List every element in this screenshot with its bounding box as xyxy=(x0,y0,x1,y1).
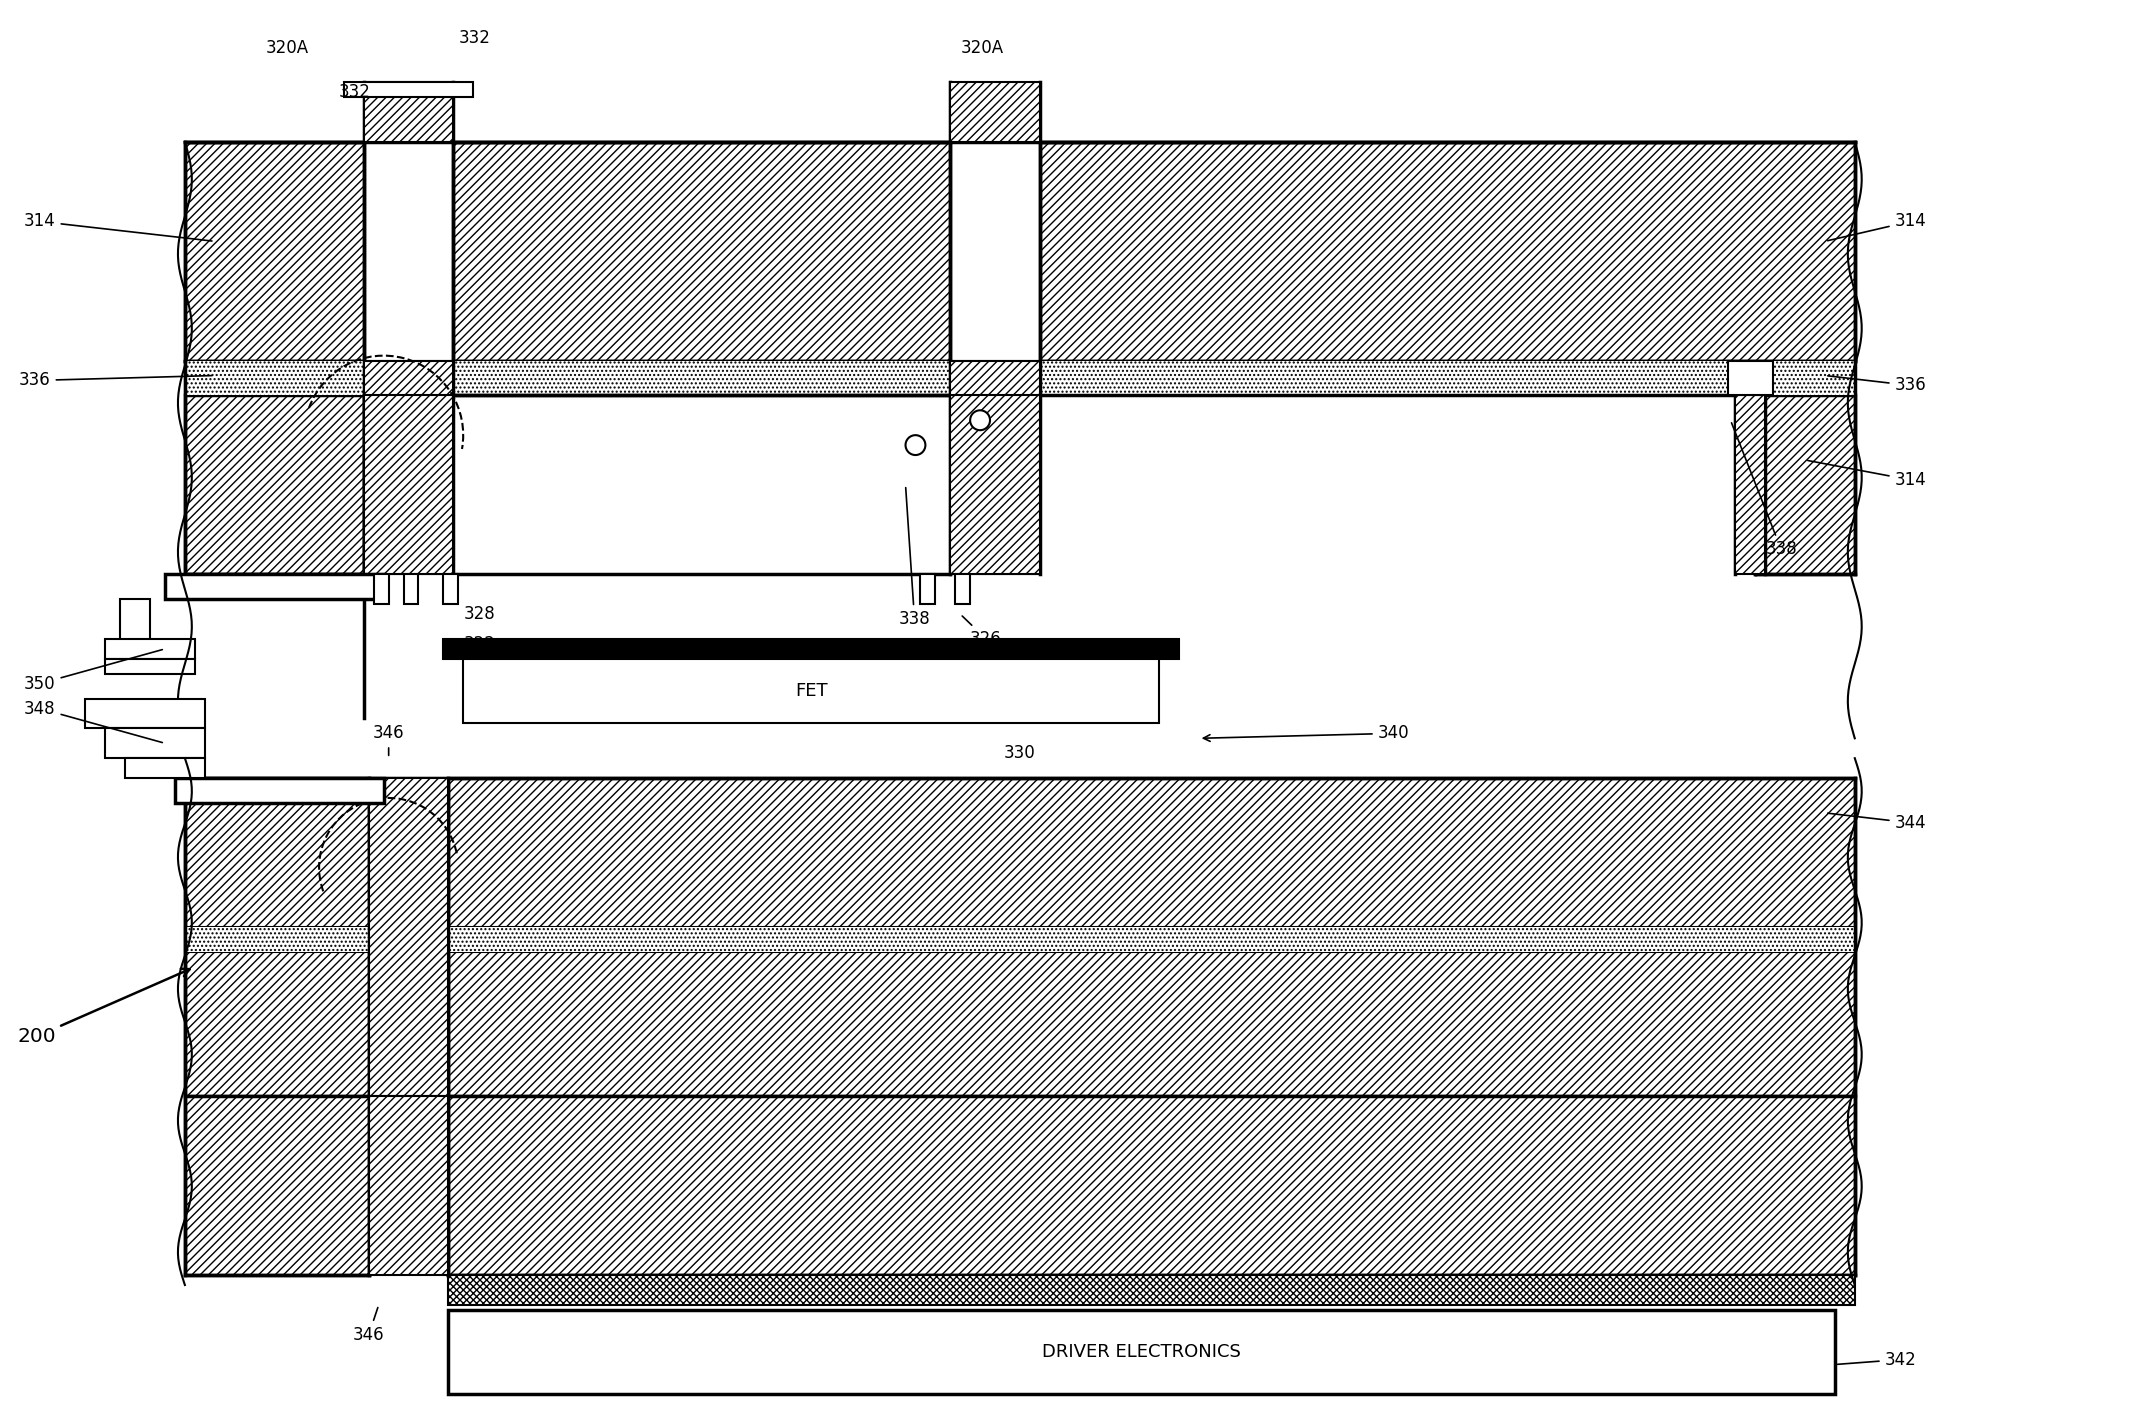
Bar xyxy=(1728,360,1773,395)
Bar xyxy=(453,360,950,395)
Bar xyxy=(105,659,196,673)
Bar xyxy=(185,360,1855,395)
Bar xyxy=(374,574,389,604)
Text: 346: 346 xyxy=(352,1308,385,1343)
Bar xyxy=(1040,360,1855,395)
Bar xyxy=(86,699,204,728)
Bar xyxy=(185,1097,370,1275)
Bar xyxy=(344,82,473,98)
Bar xyxy=(363,360,453,574)
Text: 338: 338 xyxy=(1732,422,1797,558)
Bar xyxy=(1040,395,1756,574)
Bar xyxy=(125,758,204,778)
Bar xyxy=(449,1097,1855,1275)
Text: 348: 348 xyxy=(24,700,163,743)
Bar xyxy=(1040,360,1855,395)
Bar xyxy=(464,659,1158,724)
Bar xyxy=(120,599,150,659)
Text: 350: 350 xyxy=(24,649,163,693)
Bar xyxy=(363,82,453,142)
Bar xyxy=(185,395,363,574)
Text: 314: 314 xyxy=(1827,213,1926,241)
Bar xyxy=(449,927,1855,952)
Bar xyxy=(370,778,449,1097)
Bar xyxy=(1040,142,1855,360)
Bar xyxy=(185,927,370,952)
Bar xyxy=(954,574,969,604)
Text: 340: 340 xyxy=(1203,724,1410,743)
Bar xyxy=(185,360,363,395)
Text: DRIVER ELECTRONICS: DRIVER ELECTRONICS xyxy=(1042,1343,1240,1362)
Text: 314: 314 xyxy=(24,213,213,241)
Bar xyxy=(449,927,1855,952)
Bar xyxy=(950,82,1040,142)
Bar xyxy=(363,395,1756,718)
Bar xyxy=(449,778,1855,1097)
Bar xyxy=(174,778,385,803)
Bar xyxy=(370,1097,449,1275)
Text: 200: 200 xyxy=(17,969,189,1046)
Bar xyxy=(185,927,370,952)
Bar xyxy=(1736,395,1764,574)
Bar xyxy=(449,1309,1835,1394)
Text: 328: 328 xyxy=(464,605,494,623)
Bar xyxy=(950,395,1040,574)
Bar xyxy=(363,395,453,574)
Bar xyxy=(105,639,196,659)
Bar xyxy=(105,728,204,758)
Text: 346: 346 xyxy=(372,724,404,755)
Text: 332: 332 xyxy=(458,28,490,47)
Bar xyxy=(443,639,1180,659)
Bar xyxy=(449,1275,1855,1305)
Bar xyxy=(404,574,419,604)
Text: 332: 332 xyxy=(340,84,372,101)
Text: 322: 322 xyxy=(464,635,494,653)
Text: FET: FET xyxy=(795,682,827,700)
Bar xyxy=(950,360,1040,574)
Text: 320A: 320A xyxy=(961,38,1004,57)
Bar xyxy=(185,360,363,395)
Text: 338: 338 xyxy=(898,487,931,628)
Text: 326: 326 xyxy=(963,616,1001,648)
Bar xyxy=(185,778,370,1097)
Text: 320A: 320A xyxy=(266,38,309,57)
Text: 336: 336 xyxy=(19,371,213,390)
Text: 344: 344 xyxy=(1827,813,1926,832)
Bar xyxy=(453,142,950,360)
Bar xyxy=(1756,395,1855,574)
Circle shape xyxy=(905,435,926,455)
Bar xyxy=(920,574,935,604)
Text: 314: 314 xyxy=(1807,461,1926,489)
Circle shape xyxy=(969,411,991,431)
Text: 342: 342 xyxy=(1837,1350,1917,1369)
Bar xyxy=(443,574,458,604)
Text: 330: 330 xyxy=(1004,744,1036,762)
Bar xyxy=(185,142,363,360)
Bar xyxy=(165,574,385,599)
Text: 336: 336 xyxy=(1827,376,1926,394)
Bar xyxy=(453,360,950,395)
